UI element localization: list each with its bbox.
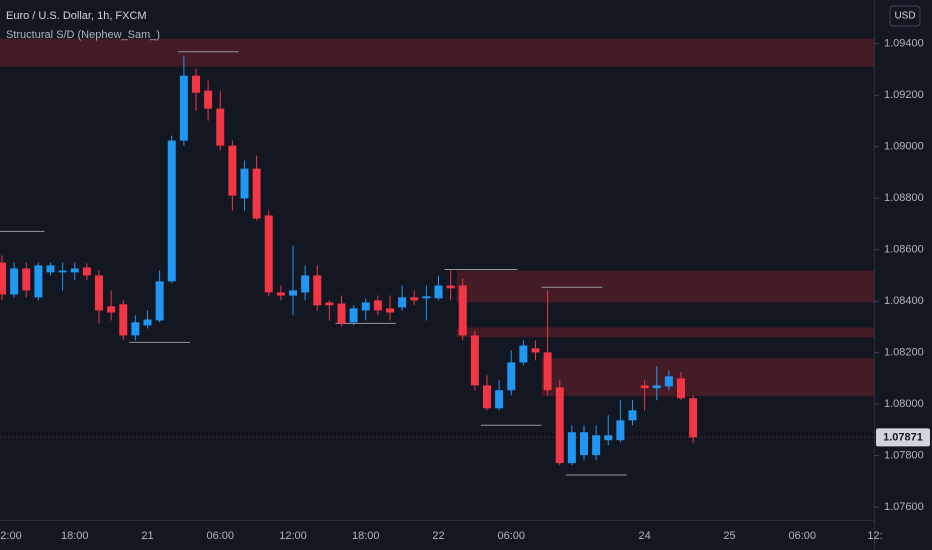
- candle-body: [313, 275, 322, 306]
- candle-body: [580, 432, 588, 456]
- y-tick-label: 1.08800: [884, 192, 924, 204]
- x-tick-label: 22: [432, 530, 444, 542]
- candle-body: [107, 306, 116, 313]
- candle-body: [507, 362, 516, 391]
- candle-body: [204, 90, 213, 109]
- candle-body: [252, 168, 261, 219]
- candle-body: [155, 281, 164, 321]
- candle-body: [167, 140, 176, 282]
- candle-body: [616, 420, 625, 441]
- supply-demand-zone: [456, 327, 874, 338]
- x-tick-label: 12:: [867, 530, 882, 542]
- candle-body: [422, 296, 431, 299]
- x-tick-label: 2:00: [0, 530, 21, 542]
- x-tick-label: 25: [723, 530, 735, 542]
- candle-body: [458, 285, 467, 336]
- candle-body: [628, 410, 637, 421]
- y-tick-label: 1.09400: [884, 38, 924, 50]
- x-tick-label: 06:00: [497, 530, 525, 542]
- x-tick-label: 24: [639, 530, 651, 542]
- chart-title: Euro / U.S. Dollar, 1h, FXCM: [6, 10, 147, 22]
- candle-body: [386, 308, 394, 313]
- x-tick-label: 12:00: [279, 530, 307, 542]
- candle-body: [58, 270, 67, 273]
- axes: 1.07600 1.07800 1.08000 1.08200 1.08400 1.086…: [0, 38, 930, 542]
- candle-body: [519, 345, 528, 363]
- candle-body: [301, 275, 310, 293]
- candle-body: [373, 300, 382, 311]
- currency-label[interactable]: USD: [894, 11, 915, 22]
- candle-body: [34, 265, 43, 298]
- candle-body: [22, 268, 31, 291]
- candle-body: [495, 390, 504, 409]
- candle-body: [398, 297, 407, 308]
- y-tick-label: 1.08600: [884, 244, 924, 256]
- candle-body: [531, 348, 540, 353]
- plot: [0, 38, 874, 476]
- candle-body: [410, 297, 419, 301]
- candle-body: [228, 145, 237, 196]
- current-price-badge: [876, 428, 930, 447]
- candle-body: [325, 302, 334, 306]
- candle-body: [483, 385, 491, 409]
- candle-body: [95, 275, 103, 311]
- candle-body: [10, 268, 19, 295]
- candle-body: [592, 435, 601, 456]
- y-tick-label: 1.07800: [884, 450, 924, 462]
- supply-demand-zone: [0, 38, 874, 67]
- currency-button[interactable]: [889, 5, 921, 27]
- x-tick-label: 21: [141, 530, 153, 542]
- candle-body: [143, 319, 152, 326]
- candle-body: [604, 435, 613, 441]
- y-tick-label: 1.07600: [884, 501, 924, 513]
- candle-body: [46, 265, 55, 273]
- candle-body: [216, 108, 225, 146]
- candle-body: [677, 378, 685, 399]
- candle-body: [179, 75, 188, 141]
- y-tick-label: 1.08200: [884, 347, 924, 359]
- candle-body: [70, 268, 79, 273]
- candle-body: [337, 303, 346, 324]
- candle-body: [446, 285, 455, 289]
- candle-body: [192, 75, 200, 93]
- candle-body: [349, 308, 358, 323]
- candle-body: [289, 290, 297, 296]
- candle-body: [652, 385, 661, 389]
- y-tick-label: 1.09200: [884, 89, 924, 101]
- candle-body: [555, 387, 564, 464]
- candle-body: [361, 302, 370, 311]
- indicator-name[interactable]: Structural S/D (Nephew_Sam_): [6, 29, 160, 41]
- candle-body: [82, 267, 91, 276]
- candle-body: [131, 322, 140, 336]
- candle-body: [640, 385, 649, 389]
- current-price-label: 1.07871: [883, 431, 923, 443]
- candle-body: [119, 304, 128, 336]
- candle-body: [434, 285, 443, 299]
- candle-body: [664, 376, 673, 387]
- candle-body: [276, 292, 285, 296]
- candle-body: [567, 432, 576, 464]
- candle-body: [264, 215, 273, 293]
- candle-body: [543, 352, 552, 391]
- x-tick-label: 06:00: [206, 530, 234, 542]
- y-tick-label: 1.08400: [884, 295, 924, 307]
- x-tick-label: 18:00: [61, 530, 89, 542]
- y-tick-label: 1.08000: [884, 398, 924, 410]
- supply-demand-zone: [541, 358, 874, 397]
- y-tick-label: 1.09000: [884, 141, 924, 153]
- supply-demand-zone: [456, 270, 874, 303]
- x-tick-label: 18:00: [352, 530, 380, 542]
- x-tick-label: 06:00: [788, 530, 816, 542]
- candle-body: [240, 168, 249, 199]
- candle-body: [0, 262, 6, 295]
- candle-body: [470, 335, 479, 386]
- candle-body: [689, 398, 698, 438]
